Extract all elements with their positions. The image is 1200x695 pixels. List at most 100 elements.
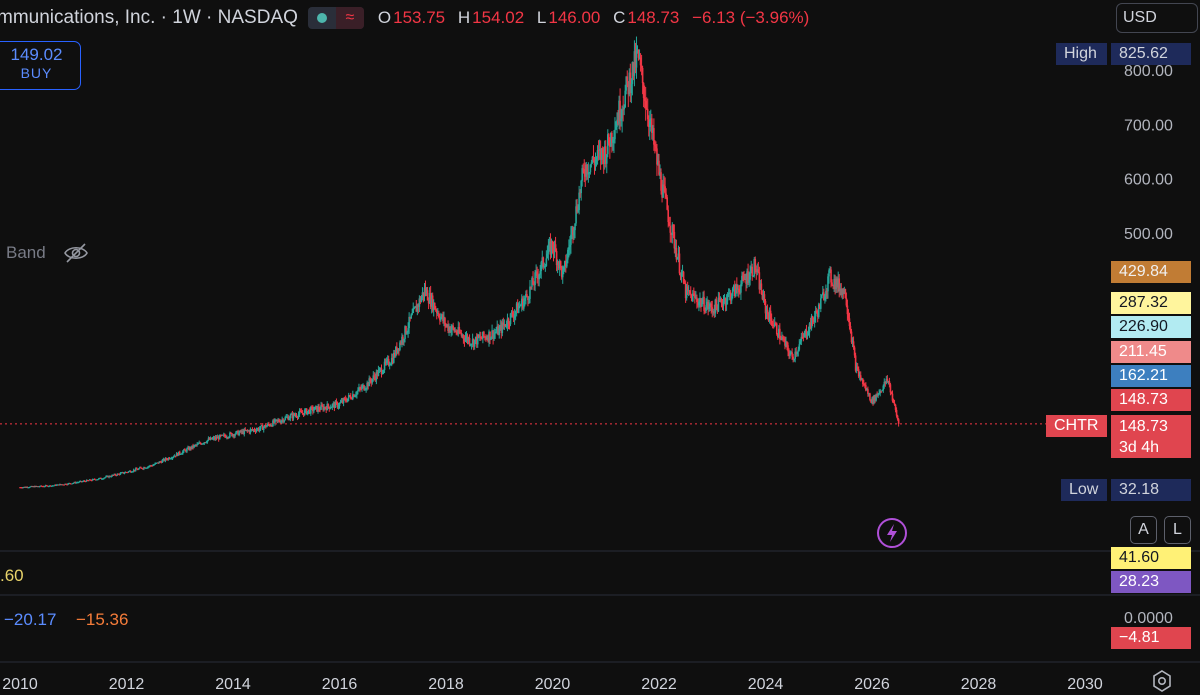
candle-body	[167, 457, 170, 460]
candle-body	[380, 368, 383, 375]
candle-body	[128, 470, 131, 472]
candle-body	[668, 222, 671, 226]
candle-body	[434, 309, 437, 311]
settings-gear-icon[interactable]	[1150, 669, 1174, 693]
candle-body	[383, 361, 386, 371]
candle-body	[173, 455, 176, 457]
candle-body	[153, 464, 155, 466]
candle-body	[495, 331, 497, 333]
candle-body	[683, 282, 686, 284]
buy-button[interactable]: 149.02 BUY	[0, 41, 81, 90]
candle-body	[29, 486, 32, 488]
candle-body	[106, 475, 108, 477]
market-status-pill[interactable]: ≈	[307, 7, 364, 29]
candle-body	[100, 477, 102, 479]
candle-body	[409, 316, 411, 319]
candle-body	[324, 406, 326, 409]
candle-body	[498, 328, 501, 335]
candle-body	[730, 296, 733, 301]
candle-body	[355, 394, 357, 396]
candle-body	[663, 184, 665, 187]
auto-scale-button[interactable]: A	[1130, 516, 1157, 544]
candle-body	[606, 134, 609, 155]
candle-body	[891, 393, 894, 401]
candle-body	[587, 172, 590, 175]
candle-body	[877, 393, 879, 396]
candle-body	[381, 372, 384, 375]
candle-body	[338, 403, 341, 407]
high-value-tag: 825.62	[1111, 43, 1191, 65]
candle-body	[198, 442, 201, 444]
hidden-eye-icon[interactable]	[63, 242, 89, 264]
candle-body	[22, 487, 24, 489]
candle-body	[457, 326, 460, 334]
pane2-zero-label: 0.0000	[1124, 610, 1173, 627]
candle-body	[44, 485, 47, 487]
lightning-icon[interactable]	[876, 517, 908, 549]
candle-body	[197, 443, 199, 445]
candle-body	[41, 486, 44, 488]
candle-body	[874, 395, 876, 401]
candle-body	[865, 385, 867, 391]
candle-body	[814, 310, 817, 317]
candle-body	[557, 261, 560, 269]
candle-body	[428, 293, 431, 304]
candle-body	[841, 288, 844, 295]
candle-body	[576, 206, 578, 212]
candle-body	[643, 98, 646, 101]
candle-body	[870, 399, 872, 403]
candle-body	[359, 387, 361, 389]
currency-selector[interactable]: USD	[1116, 3, 1198, 33]
candle-body	[149, 465, 151, 467]
candle-body	[205, 442, 208, 444]
candle-body	[482, 331, 484, 339]
candle-body	[334, 401, 337, 408]
candle-body	[850, 331, 853, 343]
candle-body	[727, 293, 730, 295]
candle-body	[871, 398, 873, 403]
indicator-band-label: Band	[6, 243, 46, 262]
candle-body	[79, 480, 82, 482]
candle-body	[418, 298, 421, 307]
candle-body	[71, 483, 74, 485]
candle-body	[845, 297, 848, 306]
candle-body	[578, 192, 580, 211]
last-price-value: 148.73	[1119, 418, 1168, 435]
pane1-tag-2: 28.23	[1111, 571, 1191, 593]
candle-body	[287, 416, 290, 421]
log-scale-button[interactable]: L	[1164, 516, 1191, 544]
candle-body	[758, 272, 761, 290]
candle-body	[261, 425, 264, 430]
candle-body	[148, 466, 150, 468]
candle-body	[889, 384, 892, 393]
candle-body	[629, 72, 632, 94]
candle-body	[710, 303, 713, 308]
candle-body	[477, 334, 480, 338]
candle-body	[558, 261, 561, 269]
candle-body	[311, 407, 313, 409]
ohlc-open-value: 153.75	[393, 8, 446, 27]
candle-body	[263, 425, 266, 428]
candle-body	[65, 483, 67, 485]
candle-body	[114, 474, 117, 476]
candle-body	[768, 310, 771, 321]
candle-body	[735, 284, 737, 297]
candle-body	[35, 486, 38, 488]
candle-body	[244, 429, 247, 431]
candle-body	[686, 286, 689, 291]
candle-body	[787, 345, 789, 352]
candle-body	[806, 334, 809, 337]
candle-body	[784, 339, 786, 346]
candle-body	[233, 434, 235, 437]
candle-body	[213, 437, 216, 440]
candle-body	[425, 290, 428, 294]
currency-label: USD	[1123, 9, 1157, 26]
candle-body	[227, 437, 229, 439]
symbol-title[interactable]: mmunications, Inc. · 1W · NASDAQ	[0, 7, 298, 28]
candle-body	[656, 148, 658, 165]
candle-body	[170, 458, 173, 460]
candle-body	[32, 486, 35, 488]
candle-body	[280, 420, 282, 423]
candle-body	[63, 484, 65, 486]
